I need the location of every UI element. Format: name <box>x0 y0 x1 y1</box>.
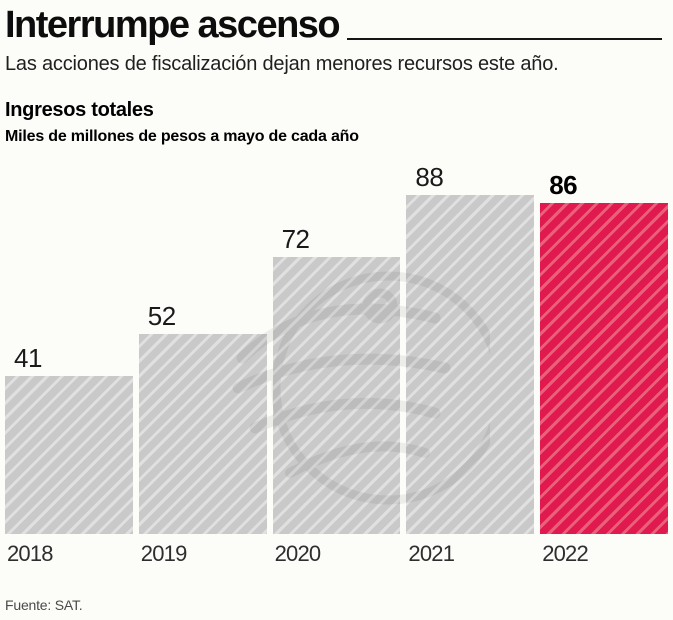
title-row: Interrumpe ascenso <box>5 6 668 44</box>
bar-value-label-2018: 41 <box>14 343 42 374</box>
x-tick-2020: 2020 <box>274 541 322 566</box>
bar-2018 <box>5 376 133 534</box>
bar-2022 <box>540 202 668 534</box>
bar-value-label-2019: 52 <box>147 300 176 331</box>
page-title: Interrumpe ascenso <box>5 4 341 46</box>
x-tick-2019: 2019 <box>140 541 188 566</box>
bar-column-2019: 52 <box>138 300 267 534</box>
chart-heading: Ingresos totales <box>5 99 154 121</box>
x-axis: 2018 2019 2020 2021 2022 <box>5 543 668 565</box>
title-rule <box>347 38 662 40</box>
x-tick-2018: 2018 <box>7 541 54 566</box>
bar-2020 <box>272 256 401 534</box>
bar-plot: 41 52 72 88 86 <box>5 160 668 534</box>
bar-value-label-2020: 72 <box>281 223 310 254</box>
bar-column-2021: 88 <box>406 162 535 534</box>
page-subtitle: Las acciones de fiscalización dejan meno… <box>5 53 559 75</box>
source-note: Fuente: SAT. <box>5 597 83 613</box>
bar-2021 <box>406 195 535 534</box>
bar-column-2020: 72 <box>272 223 401 534</box>
bar-value-label-2022: 86 <box>549 169 578 200</box>
bar-column-2018: 41 <box>5 345 133 534</box>
chart-subheading: Miles de millones de pesos a mayo de cad… <box>5 128 359 145</box>
bar-column-2022: 86 <box>540 172 668 534</box>
bar-2019 <box>138 333 267 534</box>
bar-value-label-2021: 88 <box>415 162 444 192</box>
x-tick-2022: 2022 <box>542 541 589 566</box>
x-tick-2021: 2021 <box>408 541 455 566</box>
